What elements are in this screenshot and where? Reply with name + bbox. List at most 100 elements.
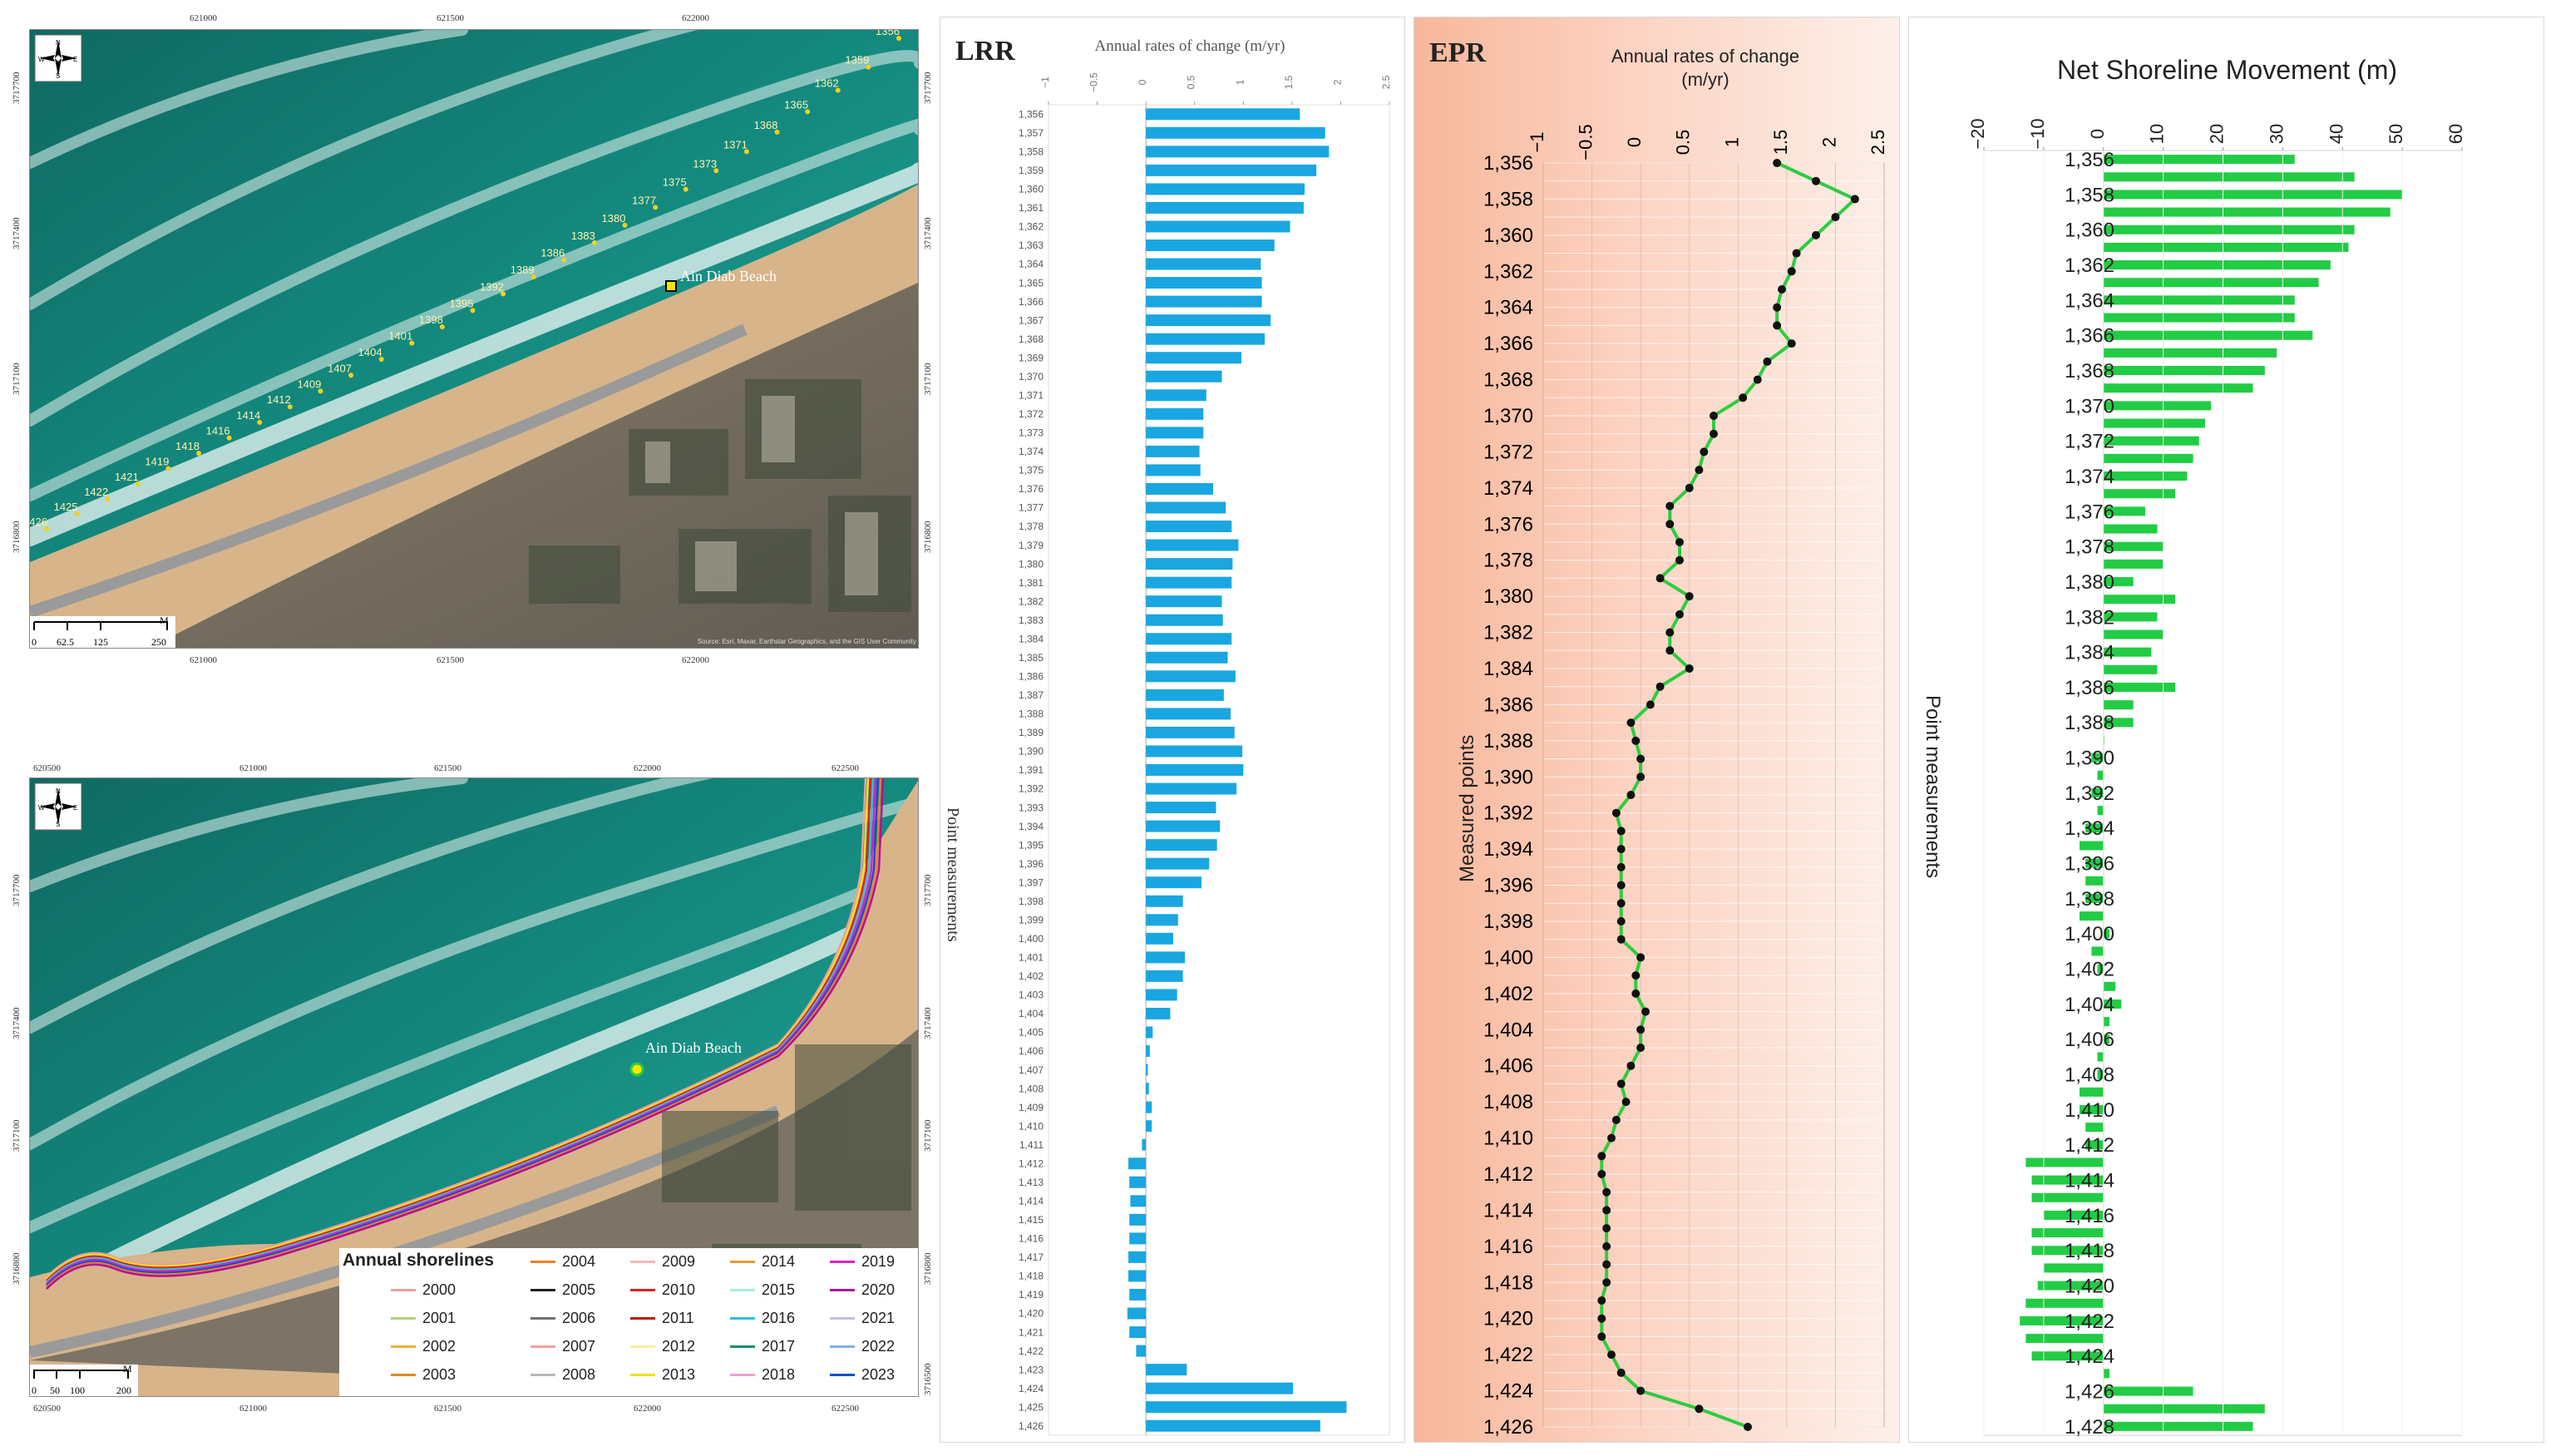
y-tick-label: 1,392 bbox=[1019, 783, 1044, 795]
epr-point bbox=[1636, 772, 1646, 782]
bar bbox=[1129, 1326, 1147, 1339]
bar bbox=[1146, 220, 1290, 233]
legend-title: Annual shorelines bbox=[343, 1251, 495, 1270]
y-tick-label: 1,390 bbox=[1483, 766, 1533, 788]
y-tick-label: 1,376 bbox=[2065, 501, 2114, 523]
top-map-ytick: 3717700 bbox=[923, 72, 933, 105]
legend-year: 2007 bbox=[562, 1338, 596, 1355]
y-tick-label: 1,362 bbox=[1483, 260, 1533, 283]
bar bbox=[2031, 1351, 2104, 1361]
bar bbox=[2097, 1052, 2104, 1062]
epr-point bbox=[1655, 574, 1665, 583]
y-tick-label: 1,396 bbox=[1019, 858, 1044, 870]
transect-label: 1383 bbox=[571, 230, 595, 242]
y-tick-label: 1,408 bbox=[1483, 1091, 1533, 1113]
y-tick-label: 1,398 bbox=[1483, 911, 1533, 933]
bar bbox=[2085, 1123, 2104, 1133]
bar bbox=[1146, 1120, 1152, 1133]
epr-point bbox=[1675, 538, 1684, 546]
y-tick-label: 1,377 bbox=[1019, 502, 1044, 514]
bar bbox=[1130, 1195, 1147, 1207]
y-tick-label: 1,400 bbox=[2065, 923, 2114, 945]
y-tick-label: 1,426 bbox=[1019, 1420, 1044, 1432]
legend-item: 2011 bbox=[630, 1310, 694, 1327]
legend-year: 2000 bbox=[422, 1281, 456, 1298]
bar bbox=[2097, 770, 2104, 780]
y-tick-label: 1,363 bbox=[1019, 239, 1044, 251]
epr-point bbox=[1616, 1079, 1626, 1088]
legend-swatch bbox=[830, 1261, 855, 1263]
transect-point bbox=[165, 466, 171, 471]
bottom-map-xtick: 621500 bbox=[434, 763, 461, 773]
epr-point bbox=[1597, 1152, 1606, 1161]
lrr-panel: LRR Annual rates of change (m/yr) Point … bbox=[940, 17, 1405, 1443]
bar bbox=[2080, 1104, 2104, 1114]
y-tick-label: 1,384 bbox=[1483, 658, 1533, 680]
compass-n-label: N bbox=[56, 39, 61, 47]
legend-item: 2001 bbox=[391, 1310, 456, 1327]
x-tick-label: 10 bbox=[2147, 124, 2168, 144]
legend-swatch bbox=[830, 1345, 855, 1348]
y-tick-label: 1,426 bbox=[1483, 1416, 1533, 1439]
x-tick-label: −20 bbox=[1967, 118, 1988, 149]
legend-swatch bbox=[630, 1374, 655, 1376]
transect-label: 1380 bbox=[602, 212, 626, 225]
bottom-map-ytick: 3717100 bbox=[923, 1119, 933, 1152]
y-tick-label: 1,422 bbox=[2065, 1310, 2114, 1333]
bottom-map-ytick: 3717700 bbox=[923, 874, 933, 907]
bar bbox=[2031, 1192, 2104, 1202]
y-tick-label: 1,414 bbox=[2065, 1170, 2114, 1192]
bar bbox=[2026, 1334, 2104, 1344]
epr-point bbox=[1763, 357, 1772, 366]
x-tick-label: −1 bbox=[1039, 77, 1051, 88]
scale-bar bbox=[30, 1365, 138, 1396]
epr-point bbox=[1636, 953, 1646, 962]
transect-label: 1377 bbox=[632, 194, 656, 206]
bar bbox=[2085, 823, 2104, 833]
y-tick-label: 1,406 bbox=[2065, 1029, 2114, 1051]
bar bbox=[1146, 764, 1244, 776]
legend-swatch bbox=[391, 1345, 416, 1348]
nsm-title: Net Shoreline Movement (m) bbox=[2056, 55, 2398, 85]
legend-item: 2018 bbox=[730, 1366, 795, 1384]
bar bbox=[2103, 541, 2164, 551]
legend-year: 2022 bbox=[861, 1338, 896, 1355]
y-tick-label: 1,394 bbox=[1483, 838, 1533, 861]
y-tick-label: 1,409 bbox=[1019, 1102, 1044, 1113]
bar bbox=[2103, 559, 2164, 569]
y-tick-label: 1,412 bbox=[1483, 1163, 1533, 1186]
y-tick-label: 1,369 bbox=[1019, 352, 1044, 363]
bar bbox=[1146, 295, 1262, 308]
transect-label: 1407 bbox=[328, 362, 352, 374]
y-tick-label: 1,374 bbox=[1019, 446, 1044, 457]
y-tick-label: 1,416 bbox=[1483, 1236, 1533, 1258]
transect-point bbox=[835, 87, 841, 93]
top-map-ytick: 3716800 bbox=[923, 521, 933, 554]
x-tick-label: 1 bbox=[1721, 137, 1742, 147]
y-tick-label: 1,370 bbox=[1019, 371, 1044, 383]
transect-label: 1412 bbox=[267, 393, 291, 406]
bottom-map-xtick-bottom: 622000 bbox=[634, 1404, 661, 1414]
epr-point bbox=[1641, 1007, 1650, 1016]
bar bbox=[1146, 1083, 1149, 1095]
epr-point bbox=[1685, 664, 1694, 673]
bar bbox=[2103, 718, 2134, 728]
legend-item: 2012 bbox=[630, 1338, 695, 1355]
compass-w-label: W bbox=[38, 56, 45, 63]
bar bbox=[2103, 506, 2146, 516]
y-tick-label: 1,360 bbox=[1483, 225, 1533, 247]
y-tick-label: 1,364 bbox=[1483, 297, 1533, 319]
transect-label: 1395 bbox=[450, 297, 474, 309]
x-tick-label: 1 bbox=[1234, 79, 1246, 85]
top-map-ytick-left: 3717100 bbox=[12, 363, 22, 396]
top-map-ytick-left: 3717400 bbox=[12, 217, 22, 250]
top-map-xtick-bottom: 621500 bbox=[437, 655, 464, 665]
bar bbox=[1146, 164, 1317, 176]
epr-point bbox=[1616, 899, 1626, 908]
legend-item: 2008 bbox=[530, 1366, 595, 1384]
bar bbox=[2020, 1315, 2104, 1325]
bar bbox=[2097, 1069, 2104, 1079]
bar bbox=[1146, 745, 1243, 758]
bar bbox=[1146, 1401, 1347, 1414]
epr-point bbox=[1616, 862, 1626, 871]
